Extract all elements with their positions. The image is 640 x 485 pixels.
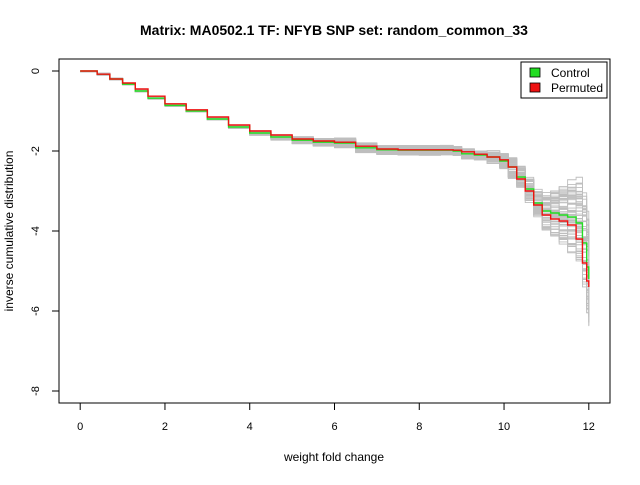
background-curve xyxy=(80,70,590,316)
x-tick-label: 10 xyxy=(498,421,510,433)
legend: Control Permuted xyxy=(520,61,608,99)
background-curve xyxy=(80,70,590,311)
legend-label-permuted: Permuted xyxy=(551,81,603,95)
series-lines xyxy=(80,70,590,287)
background-curve xyxy=(80,70,590,314)
chart-title: Matrix: MA0502.1 TF: NFYB SNP set: rando… xyxy=(140,22,528,38)
background-curve xyxy=(80,70,590,243)
y-tick-label: 0 xyxy=(30,68,42,74)
x-tick-label: 12 xyxy=(583,421,595,433)
background-curve xyxy=(80,70,590,293)
background-curve xyxy=(80,70,590,291)
y-tick-label: -2 xyxy=(30,146,42,156)
background-curve xyxy=(80,71,590,297)
background-curve xyxy=(80,70,590,290)
x-axis-ticks: 0 2 4 6 8 10 12 xyxy=(77,403,595,433)
y-axis-ticks: 0 -2 -4 -6 -8 xyxy=(30,68,59,396)
background-curve xyxy=(80,70,590,230)
background-curve xyxy=(80,70,590,323)
series-line-permuted xyxy=(80,70,590,287)
background-curve xyxy=(80,70,590,318)
x-tick-label: 4 xyxy=(247,421,253,433)
background-curve xyxy=(80,70,590,231)
background-curve xyxy=(80,70,590,303)
y-tick-label: -6 xyxy=(30,306,42,316)
background-curve xyxy=(80,70,590,323)
legend-swatch-control xyxy=(529,67,541,78)
background-curve xyxy=(80,70,590,305)
legend-label-control: Control xyxy=(551,66,590,80)
background-curve xyxy=(80,70,590,303)
x-tick-label: 8 xyxy=(416,421,422,433)
background-curves xyxy=(80,70,590,327)
legend-swatch-permuted xyxy=(529,82,541,93)
background-curve xyxy=(80,70,590,326)
background-curve xyxy=(80,70,590,301)
x-axis-label: weight fold change xyxy=(283,450,384,464)
plot-frame xyxy=(58,58,611,404)
y-tick-label: -8 xyxy=(30,386,42,396)
background-curve xyxy=(80,70,590,227)
x-tick-label: 6 xyxy=(331,421,337,433)
y-axis-label: inverse cumulative distribution xyxy=(2,151,16,312)
y-tick-label: -4 xyxy=(30,226,42,236)
x-tick-label: 2 xyxy=(162,421,168,433)
background-curve xyxy=(80,70,590,309)
x-tick-label: 0 xyxy=(77,421,83,433)
background-curve xyxy=(80,70,590,327)
background-curve xyxy=(80,70,590,311)
background-curve xyxy=(80,71,590,287)
